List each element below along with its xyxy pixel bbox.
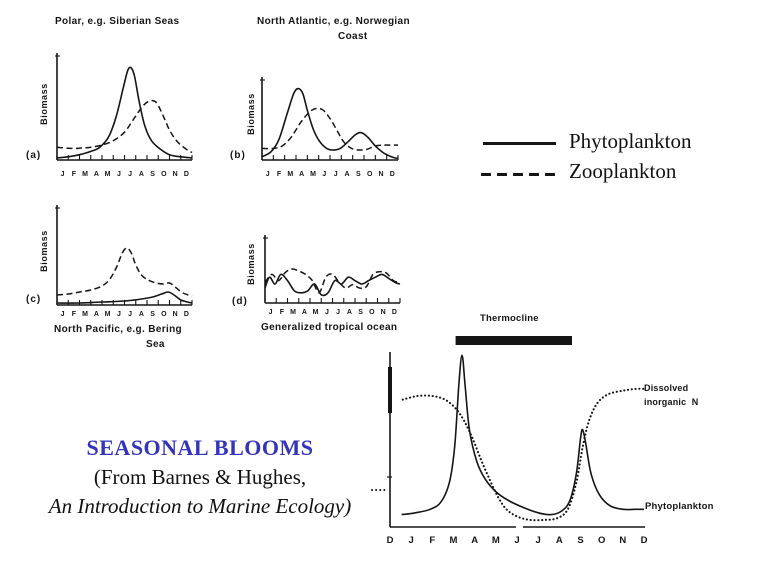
svg-text:D: D bbox=[392, 309, 397, 316]
svg-text:A: A bbox=[344, 171, 349, 178]
svg-text:O: O bbox=[369, 309, 375, 316]
svg-text:M: M bbox=[313, 309, 319, 316]
svg-text:J: J bbox=[269, 309, 273, 316]
svg-text:N: N bbox=[619, 535, 626, 546]
svg-text:J: J bbox=[409, 535, 414, 546]
legend-phytoplankton-line-sample bbox=[483, 142, 556, 145]
svg-text:J: J bbox=[325, 309, 329, 316]
chart-a-title: Polar, e.g. Siberian Seas bbox=[55, 16, 180, 27]
caption-title: SEASONAL BLOOMS bbox=[86, 435, 314, 460]
dissolved-inorganic-n-label-line2: inorganic N bbox=[644, 397, 699, 407]
svg-text:D: D bbox=[641, 535, 648, 546]
chart-c-panel-label: (c) bbox=[26, 294, 42, 305]
svg-text:A: A bbox=[347, 309, 352, 316]
svg-text:O: O bbox=[598, 535, 605, 546]
svg-text:N: N bbox=[173, 311, 178, 318]
svg-text:J: J bbox=[128, 311, 132, 318]
svg-text:D: D bbox=[184, 311, 189, 318]
svg-text:M: M bbox=[290, 309, 296, 316]
svg-text:J: J bbox=[61, 171, 65, 178]
svg-text:M: M bbox=[310, 171, 316, 178]
svg-text:A: A bbox=[299, 171, 304, 178]
svg-text:J: J bbox=[514, 535, 519, 546]
svg-text:M: M bbox=[82, 171, 88, 178]
svg-text:N: N bbox=[173, 171, 178, 178]
svg-text:S: S bbox=[356, 171, 361, 178]
caption-source: (From Barnes & Hughes, bbox=[93, 465, 307, 489]
svg-text:M: M bbox=[287, 171, 293, 178]
svg-text:A: A bbox=[139, 311, 144, 318]
chart-b-title-line2: Coast bbox=[338, 31, 368, 42]
chart-d-title: Generalized tropical ocean bbox=[261, 322, 398, 333]
chart-c-title-line2: Sea bbox=[146, 339, 165, 350]
svg-text:J: J bbox=[117, 311, 121, 318]
svg-text:S: S bbox=[150, 311, 155, 318]
svg-text:M: M bbox=[105, 311, 111, 318]
legend-zooplankton-label: Zooplankton bbox=[569, 159, 677, 183]
svg-text:M: M bbox=[450, 535, 458, 546]
chart-b-panel-label: (b) bbox=[230, 150, 246, 161]
svg-text:A: A bbox=[94, 171, 99, 178]
svg-text:S: S bbox=[577, 535, 583, 546]
svg-text:J: J bbox=[336, 309, 340, 316]
svg-text:M: M bbox=[82, 311, 88, 318]
caption-book-title: An Introduction to Marine Ecology) bbox=[48, 494, 352, 518]
caption-block: SEASONAL BLOOMS (From Barnes & Hughes, A… bbox=[10, 435, 390, 519]
svg-text:D: D bbox=[184, 171, 189, 178]
svg-text:O: O bbox=[161, 171, 167, 178]
svg-text:A: A bbox=[556, 535, 563, 546]
svg-text:D: D bbox=[390, 171, 395, 178]
legend-phytoplankton-label: Phytoplankton bbox=[569, 129, 692, 153]
svg-text:O: O bbox=[367, 171, 373, 178]
svg-text:A: A bbox=[302, 309, 307, 316]
svg-text:A: A bbox=[94, 311, 99, 318]
svg-text:F: F bbox=[277, 171, 282, 178]
svg-text:N: N bbox=[381, 309, 386, 316]
svg-text:A: A bbox=[471, 535, 478, 546]
chart-a-panel-label: (a) bbox=[26, 150, 42, 161]
svg-text:J: J bbox=[117, 171, 121, 178]
chart-c-title-line1: North Pacific, e.g. Bering bbox=[54, 324, 183, 335]
svg-text:J: J bbox=[334, 171, 338, 178]
dissolved-inorganic-n-label-line1: Dissolved bbox=[644, 383, 689, 393]
chart-b-title-line1: North Atlantic, e.g. Norwegian bbox=[257, 16, 410, 27]
chart-d-panel-label: (d) bbox=[232, 296, 248, 307]
phytoplankton-curve-label: Phytoplankton bbox=[645, 501, 714, 512]
svg-text:S: S bbox=[358, 309, 363, 316]
legend-zooplankton-line-sample bbox=[481, 173, 559, 176]
svg-text:N: N bbox=[378, 171, 383, 178]
svg-text:M: M bbox=[492, 535, 500, 546]
thermocline-label: Thermocline bbox=[480, 313, 539, 324]
svg-text:J: J bbox=[61, 311, 65, 318]
svg-text:A: A bbox=[139, 171, 144, 178]
svg-text:O: O bbox=[161, 311, 167, 318]
svg-text:F: F bbox=[72, 171, 77, 178]
svg-text:F: F bbox=[280, 309, 285, 316]
svg-text:J: J bbox=[322, 171, 326, 178]
svg-text:F: F bbox=[429, 535, 435, 546]
svg-text:D: D bbox=[387, 535, 394, 546]
svg-text:M: M bbox=[105, 171, 111, 178]
svg-text:S: S bbox=[150, 171, 155, 178]
svg-text:J: J bbox=[128, 171, 132, 178]
svg-text:J: J bbox=[266, 171, 270, 178]
svg-text:F: F bbox=[72, 311, 77, 318]
svg-text:J: J bbox=[536, 535, 541, 546]
